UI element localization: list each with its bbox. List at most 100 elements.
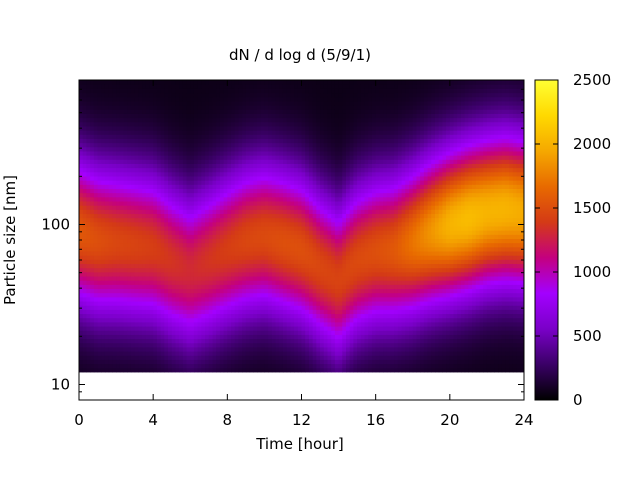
heatmap-cell [182,217,188,223]
heatmap-cell [201,267,206,273]
heatmap-cell [227,309,232,315]
heatmap-cell [331,359,336,365]
heatmap-cell [193,184,199,189]
heatmap-cell [275,255,280,260]
heatmap-cell [316,142,321,148]
heatmap-cell [312,142,317,148]
heatmap-cell [134,342,139,348]
heatmap-cell [297,180,303,185]
heatmap-cell [179,317,184,323]
heatmap-cell [112,221,117,227]
heatmap-cell [212,159,217,164]
heatmap-cell [301,180,306,185]
heatmap-cell [268,255,273,260]
heatmap-cell [193,255,199,260]
heatmap-cell [86,109,91,114]
heatmap-cell [201,242,206,248]
heatmap-cell [168,330,173,335]
heatmap-cell [271,200,277,206]
heatmap-cell [153,250,158,256]
heatmap-cell [320,221,325,227]
heatmap-cell [112,246,117,252]
heatmap-cell [156,184,162,189]
heatmap-cell [294,321,299,327]
heatmap-cell [138,142,143,148]
heatmap-cell [253,242,258,248]
heatmap-cell [116,338,121,344]
heatmap-cell [153,288,158,294]
heatmap-cell [101,96,106,102]
heatmap-cell [145,105,151,110]
heatmap-cell [290,200,295,206]
heatmap-cell [216,267,221,273]
heatmap-cell [156,259,162,265]
heatmap-cell [201,338,206,344]
heatmap-cell [108,280,113,285]
heatmap-cell [127,359,132,365]
heatmap-cell [257,213,262,219]
heatmap-cell [320,330,325,335]
heatmap-cell [90,325,95,331]
heatmap-cell [168,359,173,365]
heatmap-cell [308,275,314,281]
heatmap-cell [275,334,280,340]
heatmap-cell [108,230,113,235]
heatmap-cell [82,200,88,206]
heatmap-cell [208,221,214,227]
heatmap-cell [253,217,258,223]
heatmap-cell [305,159,310,164]
heatmap-cell [90,121,95,127]
heatmap-cell [134,246,139,252]
heatmap-cell [268,184,273,189]
heatmap-cell [216,225,221,231]
heatmap-cell [216,284,221,290]
heatmap-cell [156,230,162,235]
heatmap-cell [219,259,225,265]
heatmap-cell [149,330,154,335]
heatmap-cell [301,100,306,106]
heatmap-cell [320,250,325,256]
heatmap-cell [249,184,254,189]
heatmap-cell [223,88,228,94]
heatmap-cell [171,275,177,281]
heatmap-cell [160,225,165,231]
heatmap-cell [268,125,273,131]
heatmap-cell [238,250,243,256]
heatmap-cell [205,80,210,85]
heatmap-cell [234,284,240,290]
heatmap-cell [260,242,266,248]
heatmap-cell [171,134,177,139]
heatmap-cell [253,155,258,160]
heatmap-cell [127,159,132,164]
heatmap-cell [338,171,343,177]
heatmap-cell [264,125,269,131]
heatmap-cell [282,159,288,164]
heatmap-cell [179,138,184,144]
heatmap-cell [334,217,340,223]
heatmap-cell [179,146,184,152]
heatmap-cell [93,267,99,273]
heatmap-cell [238,280,243,285]
heatmap-cell [116,280,121,285]
heatmap-cell [123,109,128,114]
heatmap-cell [160,209,165,215]
heatmap-cell [190,200,195,206]
heatmap-cell [104,246,110,252]
heatmap-cell [227,217,232,223]
heatmap-cell [116,155,121,160]
heatmap-cell [104,275,110,281]
heatmap-cell [101,117,106,123]
heatmap-cell [231,250,236,256]
heatmap-cell [182,180,188,185]
heatmap-cell [275,175,280,181]
heatmap-cell [249,263,254,269]
heatmap-cell [123,334,128,340]
heatmap-cell [282,242,288,248]
heatmap-cell [179,205,184,210]
heatmap-cell [271,146,277,152]
heatmap-cell [197,355,202,360]
heatmap-cell [316,150,321,156]
heatmap-cell [119,350,125,356]
heatmap-cell [79,367,84,373]
heatmap-cell [160,275,165,281]
